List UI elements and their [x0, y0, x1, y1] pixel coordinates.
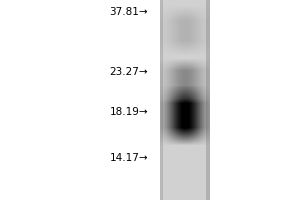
Text: 14.17→: 14.17→	[110, 153, 148, 163]
Text: 23.27→: 23.27→	[110, 67, 148, 77]
Text: 18.19→: 18.19→	[110, 107, 148, 117]
Text: 37.81→: 37.81→	[110, 7, 148, 17]
